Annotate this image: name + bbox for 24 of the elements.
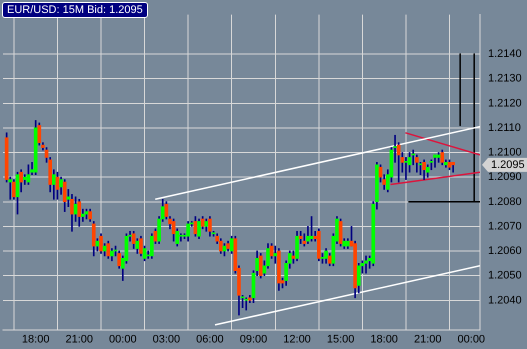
y-tick-label: 1.2120 [488, 97, 522, 110]
x-tick-label: 21:00 [65, 333, 93, 346]
x-tick-label: 12:00 [283, 333, 311, 346]
y-tick-label: 1.2140 [488, 48, 522, 60]
x-tick-label: 00:00 [458, 333, 486, 346]
chart-title: EUR/USD: 15M Bid: 1.2095 [2, 2, 148, 18]
y-tick-label: 1.2060 [488, 245, 522, 258]
x-tick-label: 18:00 [370, 333, 398, 346]
y-tick-label: 1.2080 [488, 196, 522, 208]
y-tick-label: 1.2110 [488, 122, 521, 134]
x-tick-label: 06:00 [196, 333, 224, 346]
y-tick-label: 1.2050 [488, 270, 522, 282]
y-tick-label: 1.2040 [488, 294, 522, 306]
x-tick-label: 21:00 [414, 333, 442, 346]
y-tick-label: 1.2100 [488, 146, 522, 159]
x-tick-label: 00:00 [109, 333, 137, 346]
y-tick-label: 1.2070 [488, 220, 522, 232]
y-tick-label: 1.2090 [488, 171, 522, 184]
text: 1.2095 [491, 158, 525, 171]
y-tick-label: 1.2130 [488, 72, 522, 85]
x-tick-label: 03:00 [152, 333, 180, 346]
x-tick-label: 18:00 [22, 333, 50, 346]
x-tick-label: 15:00 [326, 333, 354, 346]
x-tick-label: 09:00 [240, 333, 268, 346]
